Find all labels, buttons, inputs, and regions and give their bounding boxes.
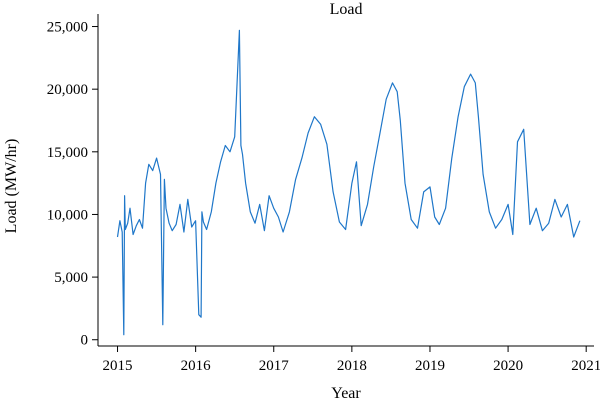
y-tick-label: 0 xyxy=(81,333,89,349)
axes-layer xyxy=(97,14,594,347)
y-tick-label: 25,000 xyxy=(47,20,88,36)
x-tick-label: 2020 xyxy=(493,358,523,374)
y-tick-label: 10,000 xyxy=(47,207,88,223)
series-layer xyxy=(116,29,581,336)
x-tick-label: 2016 xyxy=(181,358,212,374)
x-tick-label: 2018 xyxy=(337,358,367,374)
y-tick-label: 15,000 xyxy=(47,145,88,161)
y-tick-label: 20,000 xyxy=(47,82,88,98)
load-series-line xyxy=(116,29,581,336)
chart-title: Load xyxy=(330,1,363,18)
x-ticks: 2015 2016 2017 2018 2019 2020 2021 xyxy=(103,346,600,374)
x-tick-label: 2019 xyxy=(415,358,445,374)
y-axis-label: Load (MW/hr) xyxy=(3,139,20,234)
x-tick-label: 2017 xyxy=(259,358,290,374)
y-ticks: 0 5,000 10,000 15,000 20,000 25,000 xyxy=(47,20,98,349)
x-axis-label: Year xyxy=(331,385,361,401)
x-tick-label: 2015 xyxy=(103,358,133,374)
x-tick-label: 2021 xyxy=(571,358,600,374)
y-tick-label: 5,000 xyxy=(54,270,88,286)
